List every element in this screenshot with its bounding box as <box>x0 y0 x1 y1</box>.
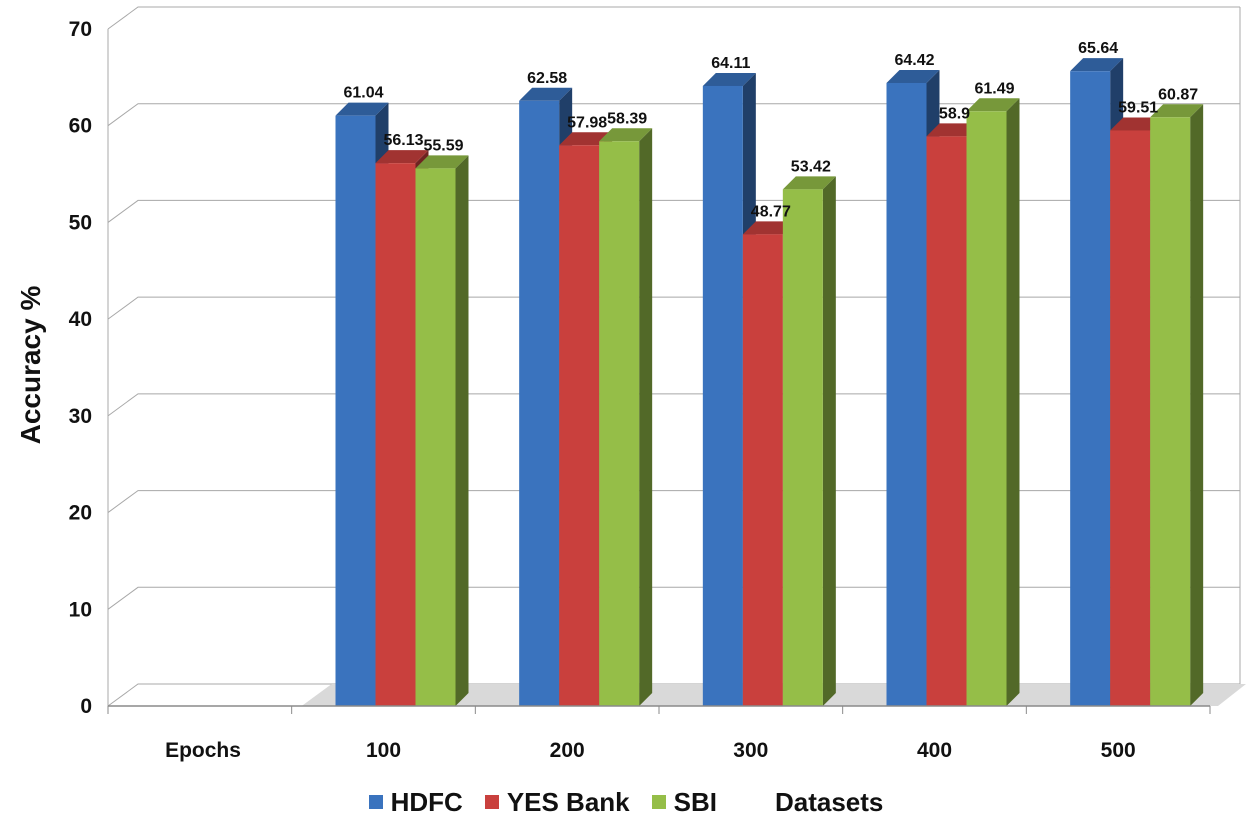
bar-front <box>1150 117 1191 706</box>
data-label: 62.58 <box>527 70 567 87</box>
gridline-70 <box>107 6 1240 30</box>
data-label: 61.49 <box>974 80 1014 97</box>
y-tick-label: 60 <box>69 115 92 138</box>
legend-label-hdfc: HDFC <box>390 786 463 817</box>
legend: HDFC YES Bank SBI Datasets <box>0 784 1252 820</box>
y-tick-label: 30 <box>69 405 92 428</box>
bar-front <box>1110 130 1151 706</box>
bar-front <box>335 115 376 706</box>
gridline-40 <box>107 296 1240 320</box>
y-tick-label: 0 <box>80 695 92 718</box>
y-tick-label: 50 <box>69 211 92 234</box>
value-labels: 61.04 56.13 55.59 62.58 57.98 58.39 64.11 48.77… <box>343 40 1198 220</box>
data-label: 64.11 <box>711 55 750 72</box>
axes: 0 10 20 30 40 50 60 70 100 200 300 400 500 <box>69 18 1211 762</box>
bar-front <box>702 85 743 706</box>
bar-top <box>702 72 756 86</box>
bar-top <box>1110 117 1164 131</box>
bar-sbi-400 <box>966 98 1020 707</box>
bar-top <box>599 128 653 142</box>
bar-front <box>966 111 1007 707</box>
data-label: 58.39 <box>607 110 647 127</box>
bar-top <box>782 176 836 190</box>
legend-swatch-sbi <box>651 795 666 809</box>
data-label: 55.59 <box>423 137 463 154</box>
bar-top <box>559 132 613 146</box>
bar-front <box>886 82 927 707</box>
legend-item-sbi: SBI <box>651 786 717 818</box>
legend-swatch-hdfc <box>368 795 383 809</box>
x-tick-label: 200 <box>550 739 585 762</box>
bar-side <box>455 155 469 706</box>
bars <box>335 58 1204 707</box>
bar-top <box>519 87 573 101</box>
legend-swatch-yes-bank <box>484 795 499 809</box>
bar-front <box>559 145 600 707</box>
bar-top <box>1150 104 1204 118</box>
bar-top <box>375 150 429 164</box>
bar-front <box>926 136 967 707</box>
bar-top <box>966 98 1020 112</box>
gridline-10 <box>107 586 1240 610</box>
x-tick-label: 300 <box>733 739 768 762</box>
gridline-30 <box>107 393 1240 417</box>
bar-front <box>599 141 640 706</box>
gridlines <box>107 6 1241 707</box>
bar-front <box>519 100 560 706</box>
data-label: 64.42 <box>894 52 934 69</box>
legend-label-sbi: SBI <box>673 786 717 817</box>
bar-top <box>415 155 469 169</box>
bar-front <box>1070 71 1111 707</box>
data-label: 59.51 <box>1118 99 1158 116</box>
bar-sbi-100 <box>415 155 469 706</box>
data-label: 65.64 <box>1078 40 1118 57</box>
y-axis-label: Accuracy % <box>15 286 46 445</box>
bar-sbi-500 <box>1150 104 1204 706</box>
bar-front <box>415 168 456 706</box>
data-label: 53.42 <box>791 158 831 175</box>
data-label: 56.13 <box>383 132 423 149</box>
bar-front <box>782 189 823 706</box>
data-label: 57.98 <box>567 114 607 131</box>
legend-title: Datasets <box>774 786 884 817</box>
legend-label-yes-bank: YES Bank <box>506 786 630 817</box>
data-label: 61.04 <box>343 85 383 102</box>
category-axis-title: Epochs <box>165 739 241 762</box>
y-tick-label: 70 <box>69 18 92 41</box>
bar-top <box>886 69 940 83</box>
x-tick-label: 100 <box>366 739 401 762</box>
x-tick-label: 500 <box>1101 739 1136 762</box>
bar-side <box>1006 98 1020 707</box>
bar-side <box>822 176 836 706</box>
x-tick-label: 400 <box>917 739 952 762</box>
gridline-50 <box>107 199 1240 223</box>
bar-top <box>1070 58 1124 72</box>
bar-side <box>639 128 653 706</box>
y-tick-label: 20 <box>69 502 92 525</box>
bar-top <box>926 123 980 137</box>
bar-top <box>742 221 796 235</box>
bar-top <box>335 102 389 116</box>
bar-front <box>375 163 416 707</box>
bar-front <box>742 234 783 706</box>
legend-item-hdfc: HDFC <box>368 786 463 818</box>
gridline-60 <box>107 103 1240 127</box>
bar-side <box>1190 104 1204 706</box>
legend-item-yes-bank: YES Bank <box>484 786 630 818</box>
y-tick-label: 10 <box>69 598 92 621</box>
data-label: 60.87 <box>1158 86 1198 103</box>
data-label: 58.9 <box>939 105 970 122</box>
y-tick-label: 40 <box>69 308 92 331</box>
gridline-20 <box>107 490 1240 513</box>
data-label: 48.77 <box>751 203 791 220</box>
bar-sbi-300 <box>782 176 836 706</box>
bar-sbi-200 <box>599 128 653 706</box>
